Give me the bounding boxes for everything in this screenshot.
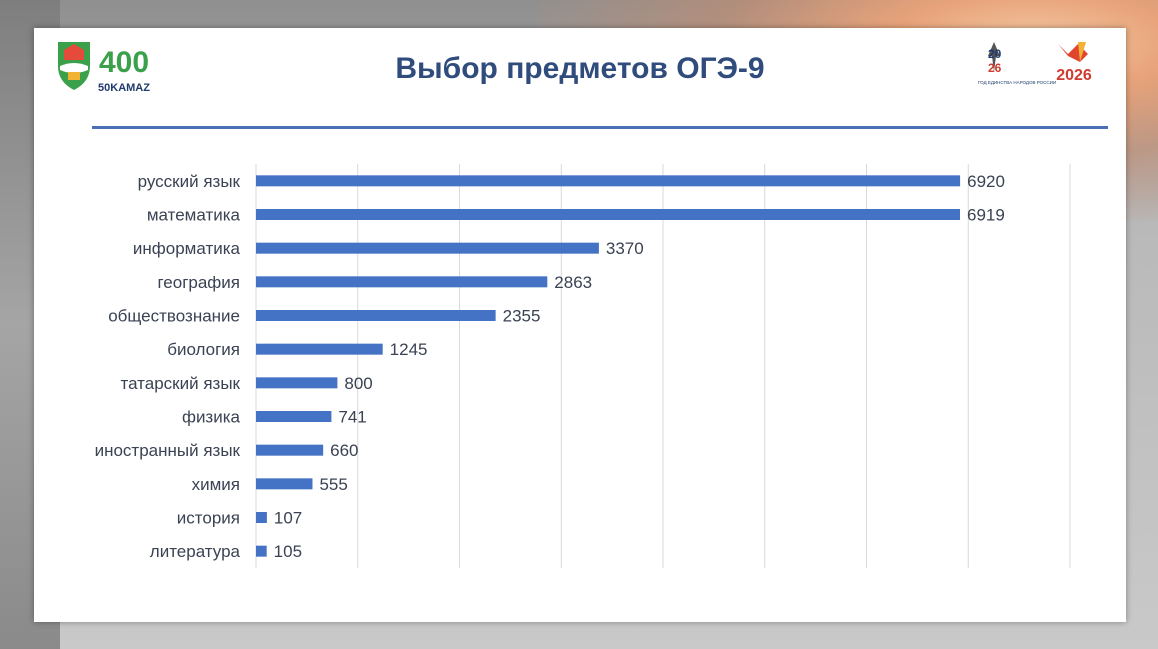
bar bbox=[256, 310, 496, 321]
bar bbox=[256, 478, 313, 490]
value-label: 800 bbox=[344, 374, 372, 393]
slide: 400 50KAMAZ 20 26 ГОД ЕДИНСТВА НАРОДОВ Р… bbox=[34, 28, 1126, 622]
category-label: иностранный язык bbox=[95, 441, 241, 460]
category-label: математика bbox=[147, 206, 241, 225]
value-label: 741 bbox=[338, 408, 366, 427]
badge-2026-icon: 2026 bbox=[1056, 42, 1092, 84]
category-label: история bbox=[177, 509, 240, 528]
chart-bars bbox=[256, 175, 961, 557]
title-underline bbox=[92, 126, 1108, 129]
category-label: татарский язык bbox=[121, 374, 241, 393]
category-label: информатика bbox=[133, 239, 241, 258]
bar bbox=[256, 175, 961, 187]
value-label: 105 bbox=[274, 542, 302, 561]
chart-category-labels: русский язык математика информатика географ… bbox=[95, 172, 241, 561]
category-label: русский язык bbox=[138, 172, 241, 191]
value-label: 107 bbox=[274, 509, 302, 528]
bar bbox=[256, 444, 324, 456]
city-coat-of-arms-icon bbox=[58, 42, 90, 90]
unity-year-caption: ГОД ЕДИНСТВА НАРОДОВ РОССИИ bbox=[978, 80, 1056, 85]
category-label: география bbox=[157, 273, 240, 292]
category-label: литература bbox=[150, 542, 241, 561]
value-label: 555 bbox=[319, 475, 347, 494]
bar bbox=[256, 545, 267, 557]
bar bbox=[256, 343, 383, 355]
bar bbox=[256, 377, 338, 389]
category-label: физика bbox=[182, 408, 241, 427]
value-label: 2355 bbox=[503, 307, 541, 326]
value-label: 660 bbox=[330, 441, 358, 460]
badge-2026-text: 2026 bbox=[1056, 67, 1092, 84]
category-label: обществознание bbox=[108, 307, 240, 326]
svg-text:20: 20 bbox=[988, 47, 1002, 61]
value-label: 6919 bbox=[967, 206, 1005, 225]
bar bbox=[256, 276, 548, 288]
slide-title: Выбор предметов ОГЭ-9 bbox=[395, 52, 765, 85]
chart-grid bbox=[255, 164, 1071, 568]
city-logo: 400 50KAMAZ bbox=[58, 42, 150, 94]
bar bbox=[256, 242, 599, 254]
category-label: химия bbox=[192, 475, 240, 494]
chart-value-labels: 6920 6919 3370 2863 2355 1245 800 741 660 555 107 1… bbox=[274, 172, 1005, 561]
svg-text:26: 26 bbox=[988, 61, 1002, 75]
value-label: 6920 bbox=[967, 172, 1005, 191]
bar bbox=[256, 209, 961, 220]
anniversary-400-text: 400 bbox=[99, 46, 149, 79]
unity-year-logo-icon: 20 26 ГОД ЕДИНСТВА НАРОДОВ РОССИИ bbox=[978, 40, 1056, 85]
bar-chart: русский язык математика информатика географ… bbox=[95, 164, 1071, 568]
bar bbox=[256, 411, 332, 422]
year-logos: 20 26 ГОД ЕДИНСТВА НАРОДОВ РОССИИ 2026 bbox=[978, 40, 1092, 85]
value-label: 2863 bbox=[554, 273, 592, 292]
bar bbox=[256, 512, 267, 523]
value-label: 3370 bbox=[606, 239, 644, 258]
category-label: биология bbox=[167, 340, 240, 359]
kamaz-50-text: 50KAMAZ bbox=[98, 82, 150, 94]
value-label: 1245 bbox=[390, 340, 428, 359]
